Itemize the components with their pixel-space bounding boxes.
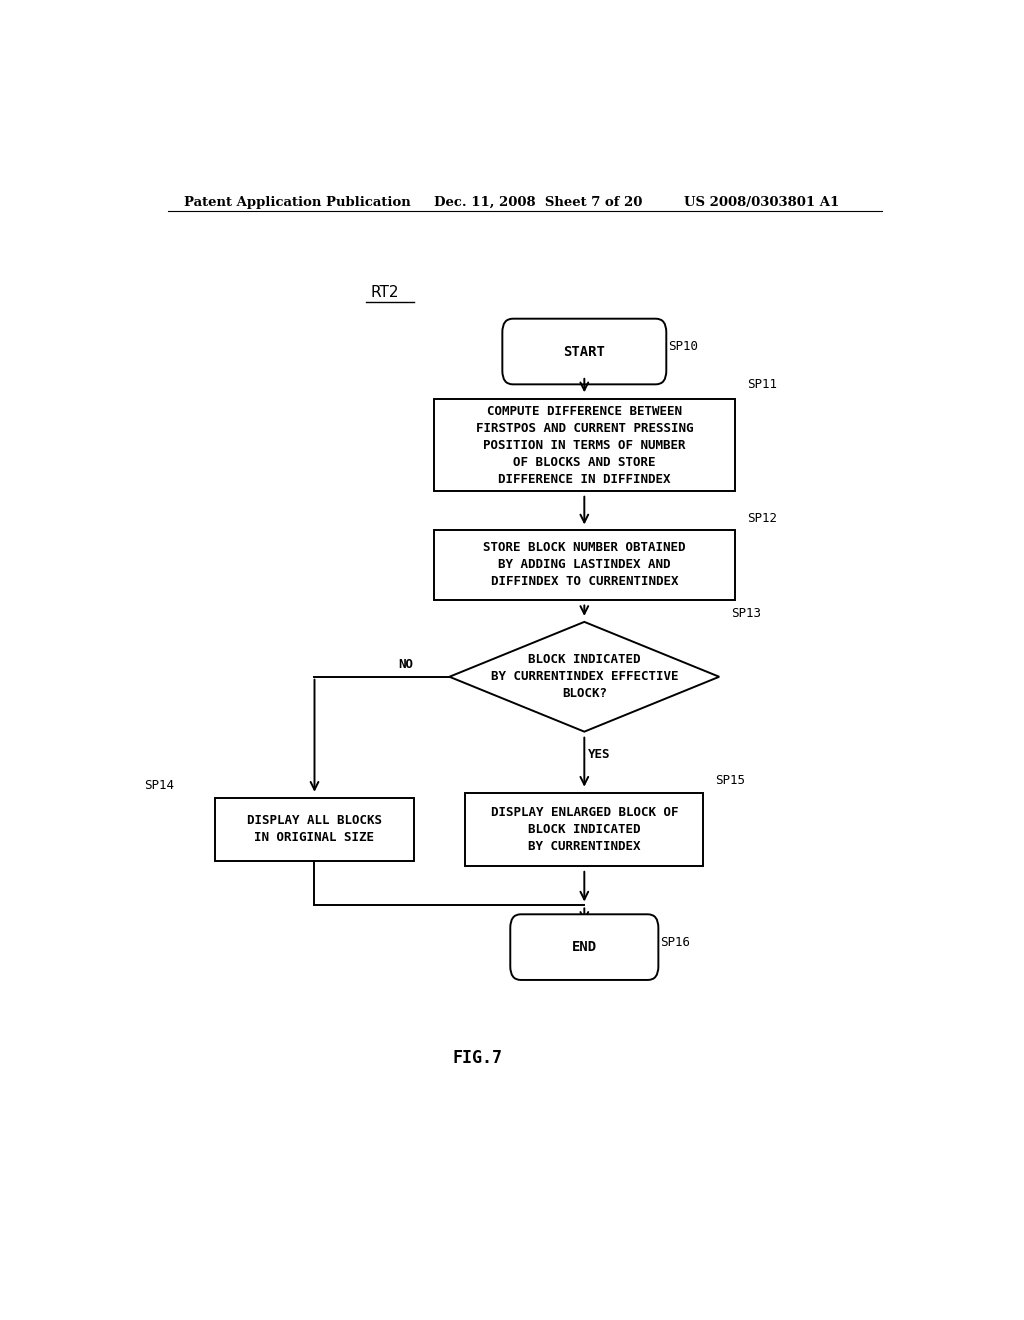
Text: Patent Application Publication: Patent Application Publication — [183, 195, 411, 209]
Text: SP11: SP11 — [746, 378, 777, 391]
Text: DISPLAY ALL BLOCKS
IN ORIGINAL SIZE: DISPLAY ALL BLOCKS IN ORIGINAL SIZE — [247, 814, 382, 845]
Text: SP10: SP10 — [668, 341, 697, 352]
Text: BLOCK INDICATED
BY CURRENTINDEX EFFECTIVE
BLOCK?: BLOCK INDICATED BY CURRENTINDEX EFFECTIV… — [490, 653, 678, 701]
Bar — [215, 797, 414, 861]
Text: COMPUTE DIFFERENCE BETWEEN
FIRSTPOS AND CURRENT PRESSING
POSITION IN TERMS OF NU: COMPUTE DIFFERENCE BETWEEN FIRSTPOS AND … — [475, 404, 693, 486]
Polygon shape — [450, 622, 719, 731]
Text: YES: YES — [588, 747, 610, 760]
Text: SP15: SP15 — [715, 774, 745, 787]
Text: SP13: SP13 — [731, 607, 761, 620]
Text: SP12: SP12 — [746, 512, 777, 525]
Text: START: START — [563, 345, 605, 359]
Text: FIG.7: FIG.7 — [453, 1049, 502, 1067]
Text: END: END — [571, 940, 597, 954]
FancyBboxPatch shape — [503, 318, 667, 384]
Text: RT2: RT2 — [370, 285, 398, 300]
FancyBboxPatch shape — [510, 915, 658, 979]
Bar — [465, 792, 703, 866]
Text: SP14: SP14 — [143, 779, 174, 792]
Text: US 2008/0303801 A1: US 2008/0303801 A1 — [684, 195, 839, 209]
Text: SP16: SP16 — [659, 936, 690, 949]
Text: NO: NO — [397, 659, 413, 671]
Text: Dec. 11, 2008  Sheet 7 of 20: Dec. 11, 2008 Sheet 7 of 20 — [433, 195, 642, 209]
Text: STORE BLOCK NUMBER OBTAINED
BY ADDING LASTINDEX AND
DIFFINDEX TO CURRENTINDEX: STORE BLOCK NUMBER OBTAINED BY ADDING LA… — [483, 541, 686, 589]
Bar — [433, 531, 735, 599]
Text: DISPLAY ENLARGED BLOCK OF
BLOCK INDICATED
BY CURRENTINDEX: DISPLAY ENLARGED BLOCK OF BLOCK INDICATE… — [490, 805, 678, 853]
Bar — [433, 399, 735, 491]
